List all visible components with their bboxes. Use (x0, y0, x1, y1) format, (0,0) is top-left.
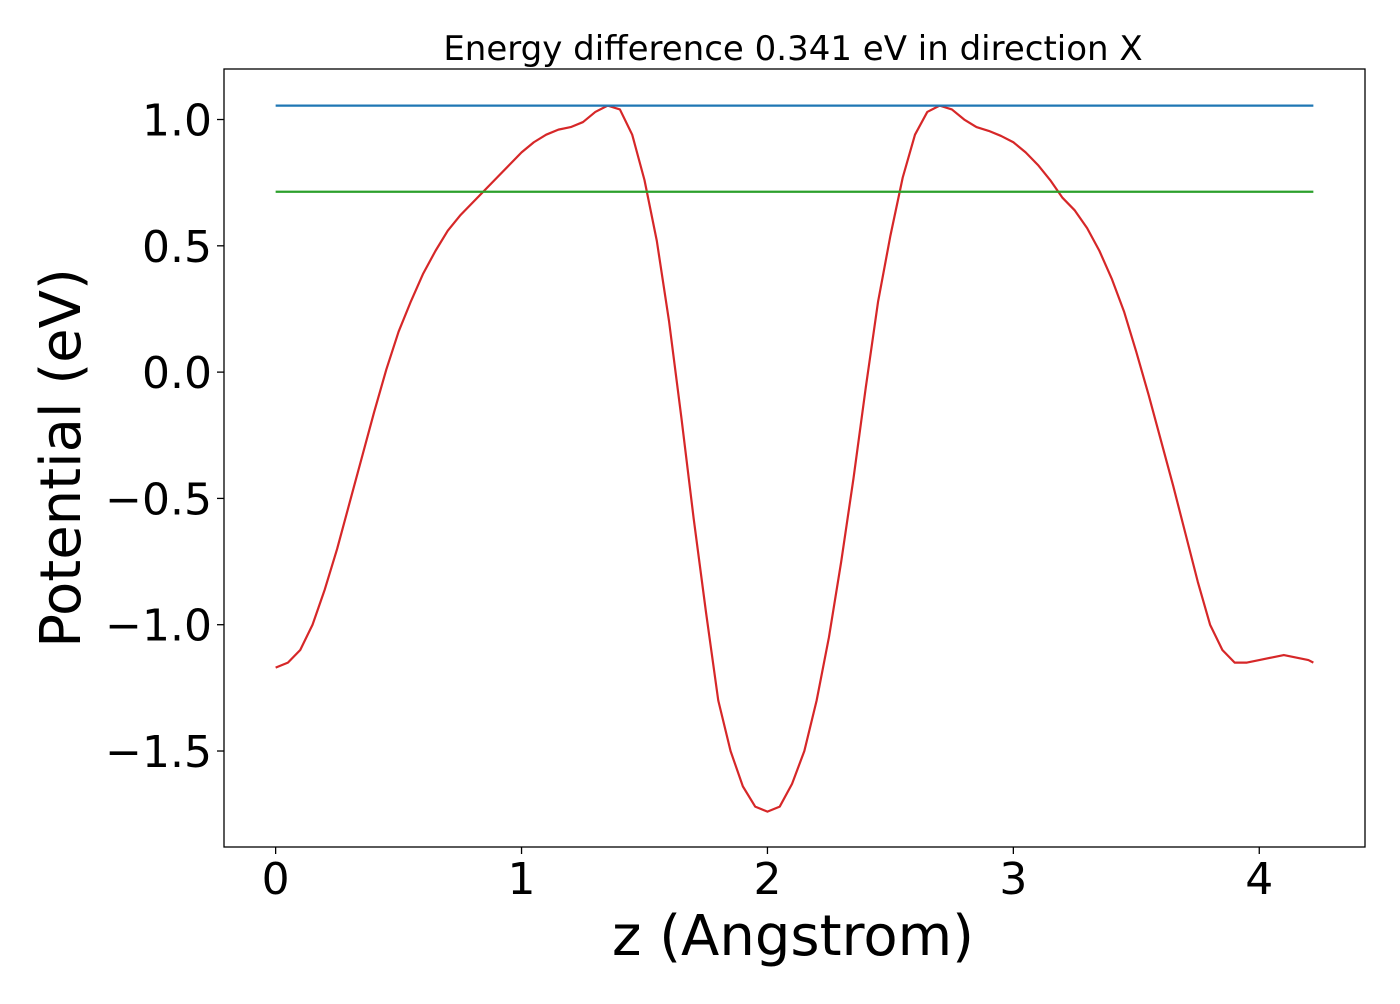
series-line-0 (275, 104, 1314, 813)
y-axis-ticks: 1.0 0.5 0.0 −0.5 −1.0 −1.5 (105, 96, 224, 778)
x-tick-label: 3 (999, 854, 1027, 905)
x-tick-label: 0 (262, 854, 290, 905)
y-tick-label: 0.0 (142, 348, 212, 399)
plot-area-frame (223, 68, 1366, 848)
y-tick-label: −0.5 (105, 474, 212, 525)
series-layer (275, 104, 1314, 813)
y-tick-label: 0.5 (142, 222, 212, 273)
y-tick-label: 1.0 (142, 96, 212, 147)
chart-title: Energy difference 0.341 eV in direction … (443, 29, 1142, 69)
y-tick-label: −1.5 (105, 727, 212, 778)
x-tick-label: 2 (753, 854, 781, 905)
x-tick-label: 1 (508, 854, 536, 905)
x-axis-ticks: 0 1 2 3 4 (262, 847, 1273, 905)
x-axis-title: z (Angstrom) (612, 904, 974, 969)
y-tick-label: −1.0 (105, 601, 212, 652)
x-tick-label: 4 (1245, 854, 1273, 905)
y-axis-title: Potential (eV) (29, 268, 94, 648)
